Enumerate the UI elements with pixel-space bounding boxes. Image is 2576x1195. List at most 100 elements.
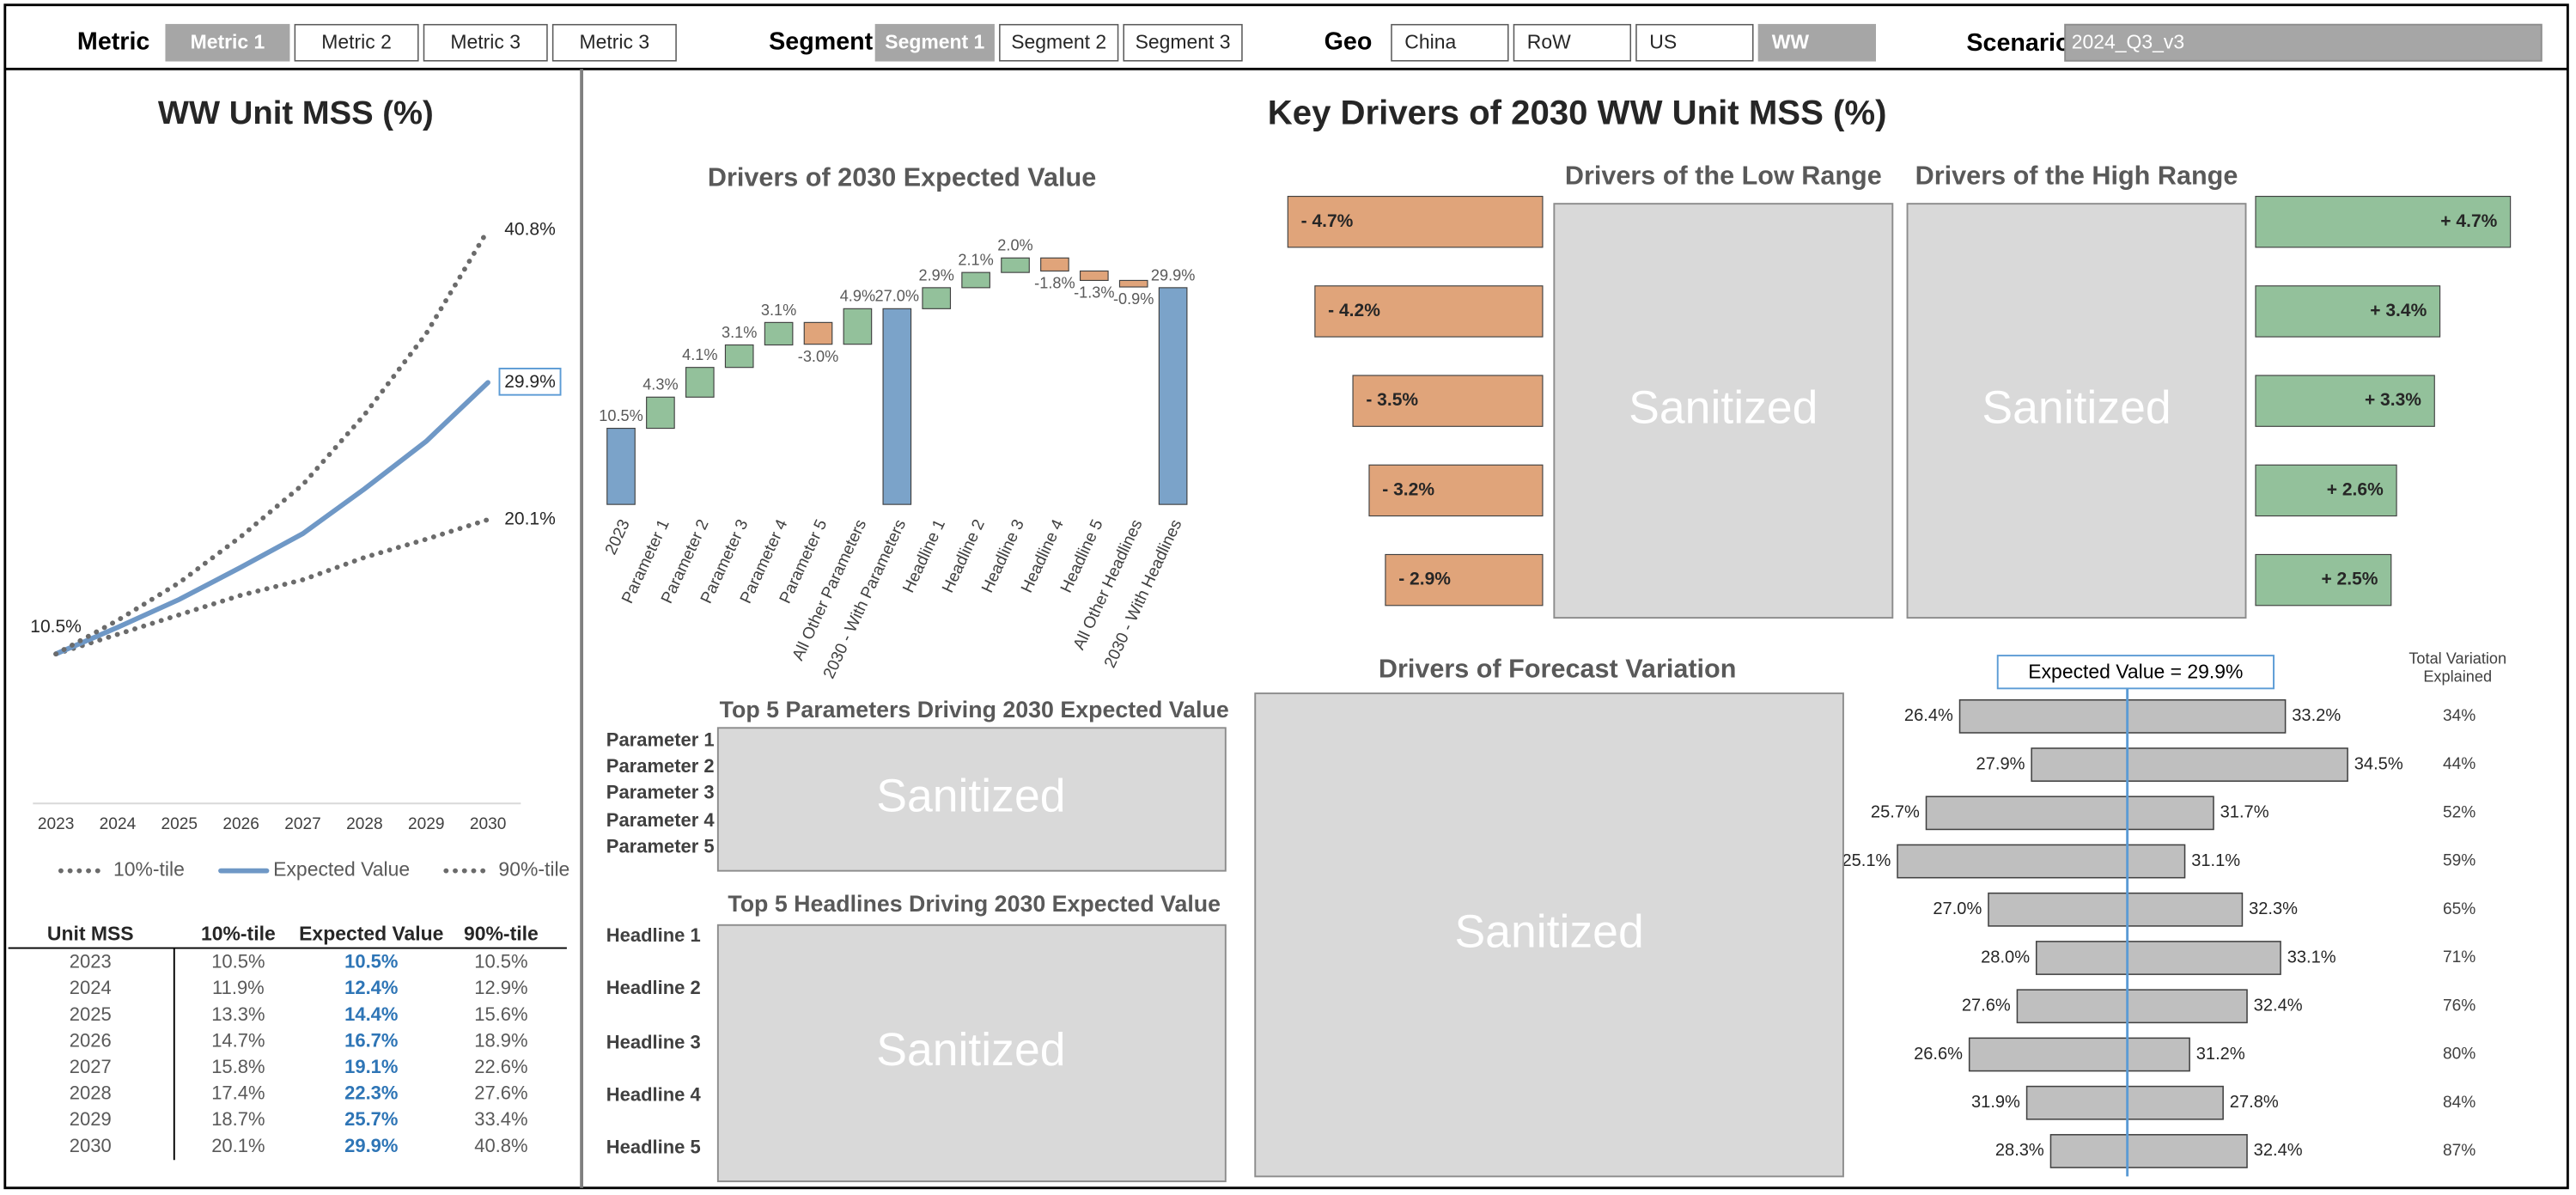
data-label: 4.3% [642, 376, 678, 393]
legend-label: 10%-tile [113, 858, 185, 881]
low-label: 26.4% [1904, 706, 1953, 725]
filter-label: Geo [1325, 27, 1373, 55]
row-label: Parameter 5 [606, 836, 715, 857]
data-label-box [498, 368, 562, 396]
data-label: 29.9% [1151, 266, 1195, 284]
range-bar [2255, 285, 2441, 338]
waterfall-bar [922, 287, 952, 309]
filter-option[interactable]: Metric 3 [580, 31, 650, 53]
filter-option[interactable]: Metric 3 [450, 31, 521, 53]
row-label: Parameter 1 [606, 729, 715, 750]
data-label: -0.9% [1113, 290, 1154, 308]
data-label: 27.0% [875, 288, 919, 305]
x-tick-label: 2028 [346, 815, 383, 833]
data-label: 3.1% [761, 302, 796, 319]
x-tick-label: 2023 [38, 815, 75, 833]
explained-value: 76% [2443, 997, 2476, 1015]
placeholder-box [1254, 692, 1844, 1178]
filter-option[interactable]: Metric 2 [321, 31, 392, 53]
filter-button[interactable] [1123, 23, 1243, 62]
filter-button[interactable] [1513, 23, 1632, 62]
waterfall-bar [843, 308, 873, 345]
data-label: 40.8% [504, 219, 556, 239]
filter-button[interactable] [1757, 23, 1877, 62]
placeholder: Sanitized [1454, 906, 1643, 957]
table-cell: 19.1% [344, 1056, 398, 1077]
filter-button[interactable] [999, 23, 1119, 62]
data-label: -1.8% [1034, 275, 1075, 292]
table-header: 10%-tile [201, 922, 276, 944]
low-label: 28.0% [1981, 948, 2030, 966]
table-cell: 12.4% [344, 977, 398, 998]
table-cell: 2025 [70, 1003, 112, 1025]
filter-option[interactable]: Segment 2 [1011, 31, 1106, 53]
filter-option[interactable]: China [1404, 31, 1456, 53]
scenario-field[interactable] [2064, 23, 2543, 62]
x-tick-label: 2026 [222, 815, 259, 833]
filter-button[interactable] [874, 23, 995, 62]
high-label: 31.7% [2220, 803, 2269, 822]
reference-box [1996, 655, 2275, 690]
filter-button[interactable] [423, 23, 548, 62]
filter-option[interactable]: RoW [1527, 31, 1571, 53]
range-bar [1314, 285, 1544, 338]
row-label: Headline 1 [606, 924, 701, 946]
frame [3, 3, 2569, 1190]
row-label: Parameter 4 [606, 809, 716, 831]
explained-value: 80% [2443, 1046, 2476, 1064]
data-label: - 2.9% [1398, 570, 1451, 589]
filter-button[interactable] [165, 23, 290, 62]
explained-value: 71% [2443, 948, 2476, 966]
scenario-label: Scenario [1966, 29, 2070, 57]
table-cell: 22.3% [344, 1082, 398, 1104]
placeholder: Sanitized [876, 1025, 1065, 1076]
table-cell: 10.5% [474, 951, 527, 972]
waterfall-bar [1079, 270, 1109, 282]
data-label: + 2.5% [2321, 570, 2378, 589]
high-label: 33.1% [2287, 948, 2336, 966]
explained-title: Total Variation Explained [2409, 650, 2507, 687]
placeholder-box [716, 727, 1227, 872]
row-label: Headline 2 [606, 977, 701, 998]
table-cell: 15.6% [474, 1003, 527, 1025]
filter-button[interactable] [551, 23, 677, 62]
filter-option[interactable]: WW [1772, 31, 1810, 53]
range-bar [1287, 195, 1544, 248]
tornado-bar [2016, 989, 2248, 1024]
filter-button[interactable] [294, 23, 419, 62]
range-bar [2255, 553, 2392, 607]
table-cell: 17.4% [211, 1082, 265, 1104]
tornado-bar [1958, 698, 2287, 734]
filter-option[interactable]: US [1649, 31, 1677, 53]
range-bar [2255, 375, 2435, 427]
filter-button[interactable] [1635, 23, 1754, 62]
high-label: 32.4% [2254, 997, 2303, 1015]
low-label: 25.7% [1871, 803, 1920, 822]
high-label: 27.8% [2230, 1093, 2279, 1112]
explained-value: 59% [2443, 852, 2476, 870]
filter-option[interactable]: Segment 3 [1136, 31, 1231, 53]
high-label: 33.2% [2292, 706, 2341, 725]
tornado-bar [1968, 1037, 2190, 1072]
low-label: 31.9% [1971, 1093, 2020, 1112]
data-label: - 4.7% [1301, 211, 1354, 231]
series-line [53, 516, 490, 657]
x-tick-label: 2023 [602, 517, 634, 558]
high-label: 31.2% [2196, 1045, 2245, 1064]
waterfall-bar [1118, 279, 1148, 288]
row-label: Parameter 2 [606, 755, 715, 777]
filter-option[interactable]: Metric 1 [191, 31, 265, 53]
data-label: 10.5% [30, 617, 82, 637]
table-header: 90%-tile [464, 922, 539, 944]
panel-title: Top 5 Parameters Driving 2030 Expected V… [720, 697, 1229, 722]
series-line [53, 227, 490, 657]
chart-title: Drivers of 2030 Expected Value [708, 163, 1096, 192]
data-label: - 3.5% [1366, 390, 1418, 410]
filter-button[interactable] [1391, 23, 1509, 62]
table-cell: 14.4% [344, 1003, 398, 1025]
scenario-value[interactable]: 2024_Q3_v3 [2072, 31, 2184, 53]
table-cell: 11.9% [212, 977, 265, 998]
range-bar [1385, 553, 1544, 607]
waterfall-bar [646, 396, 675, 430]
filter-option[interactable]: Segment 1 [885, 31, 984, 53]
